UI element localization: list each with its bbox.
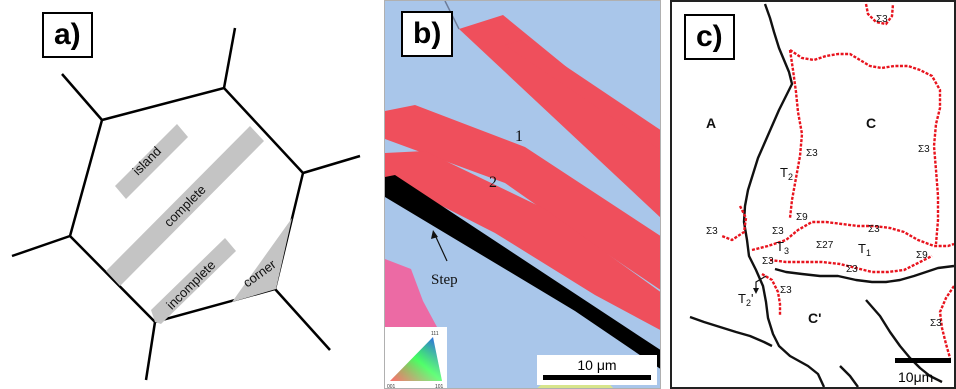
sigma3-boundaries <box>721 3 954 359</box>
sigma3-label: Σ3 <box>806 148 818 159</box>
sigma3-label: Σ3 <box>918 144 930 155</box>
step-label: Step <box>431 272 458 288</box>
grain-t2-label: T2 <box>780 165 793 182</box>
sigma3-t1-top <box>751 220 954 252</box>
boundary-bottom <box>839 365 859 387</box>
boundary-line <box>302 154 361 175</box>
twin-2-label: 2 <box>489 174 497 191</box>
panel-a-tag: a) <box>42 12 93 58</box>
boundary-left-lower <box>689 315 773 348</box>
twin-band-1 <box>385 105 660 290</box>
sigma3-left-hook <box>721 205 748 242</box>
sigma3-label: Σ3 <box>780 285 792 296</box>
grain-t2prime-label: T2' <box>738 291 753 308</box>
sigma3-label: Σ3 <box>772 226 784 237</box>
sigma3-right-lower <box>938 285 954 359</box>
grain-a-label: A <box>706 115 716 131</box>
twin-1-label: 1 <box>515 128 523 145</box>
sigma3-label: Σ3 <box>876 14 888 25</box>
boundary-line <box>222 27 237 89</box>
panel-b-tag: b) <box>401 11 454 57</box>
sigma9-label: Σ9 <box>916 250 928 261</box>
complete-label: complete <box>161 182 209 230</box>
panel-b-ebsd-map: 1 2 Step 111 00 <box>384 0 661 389</box>
scale-bar-line <box>895 358 951 363</box>
sigma3-t1-bottom <box>769 254 933 274</box>
grain-t1-label: T1 <box>858 241 871 258</box>
step-arrow <box>431 230 448 262</box>
sigma3-t2prime <box>761 272 782 316</box>
panel-c-tag: c) <box>684 14 735 60</box>
sigma3-t2-left <box>788 49 804 219</box>
twin-band-2 <box>385 151 660 330</box>
boundary-c-prime-top <box>774 264 954 284</box>
sigma3-long-right <box>789 49 942 245</box>
grain-c-prime-label: C' <box>808 310 821 326</box>
boundary-right-lower <box>865 299 943 384</box>
panel-a-schematic: island complete incomplete corner a) <box>0 0 372 389</box>
sigma3-label: Σ3 <box>868 224 880 235</box>
sigma3-label: Σ3 <box>930 318 942 329</box>
boundary-a-c <box>742 3 826 387</box>
island-twin <box>115 124 188 199</box>
boundary-line <box>11 234 71 258</box>
twin-bands <box>106 124 292 324</box>
scale-bar-c: 10μm <box>895 358 951 385</box>
scale-bar-label: 10μm <box>898 369 933 385</box>
boundary-line <box>61 73 103 121</box>
corner-twin <box>232 218 292 302</box>
incomplete-label: incomplete <box>163 257 218 312</box>
panel-c-boundary-map: A C C' T2 T3 T1 T2' Σ3 Σ3 Σ3 Σ3 Σ3 Σ9 Σ3… <box>670 0 956 389</box>
grain-schematic: island complete incomplete corner <box>11 27 361 381</box>
ipf-tick-111: 111 <box>431 331 439 337</box>
scale-bar-b: 10 μm <box>537 355 657 385</box>
complete-twin <box>106 126 264 286</box>
twin-band-upper <box>459 15 660 218</box>
sigma3-label: Σ3 <box>762 256 774 267</box>
sigma27-label: Σ27 <box>816 240 834 251</box>
scale-bar-line <box>543 375 651 380</box>
t2prime-arrow <box>753 275 767 294</box>
boundary-line <box>274 288 331 351</box>
grain-c-label: C <box>866 115 876 131</box>
grain-t3-label: T3 <box>776 239 789 256</box>
boundary-map: A C C' T2 T3 T1 T2' Σ3 Σ3 Σ3 Σ3 Σ3 Σ9 Σ3… <box>689 3 954 387</box>
ipf-tick-101: 101 <box>435 384 444 389</box>
random-boundaries <box>689 3 954 387</box>
sigma9-label: Σ9 <box>796 212 808 223</box>
scale-bar-label: 10 μm <box>577 357 616 373</box>
incomplete-twin <box>151 238 236 324</box>
ipf-tick-001: 001 <box>387 384 396 389</box>
ebsd-map: 1 2 Step 111 00 <box>385 1 660 389</box>
step-boundary <box>385 175 660 369</box>
boundary-line <box>144 321 157 381</box>
sigma3-label: Σ3 <box>706 226 718 237</box>
twin-band-upper-sliver <box>505 39 660 150</box>
sigma3-label: Σ3 <box>846 264 858 275</box>
ipf-color-key: 111 001 101 <box>385 327 447 389</box>
